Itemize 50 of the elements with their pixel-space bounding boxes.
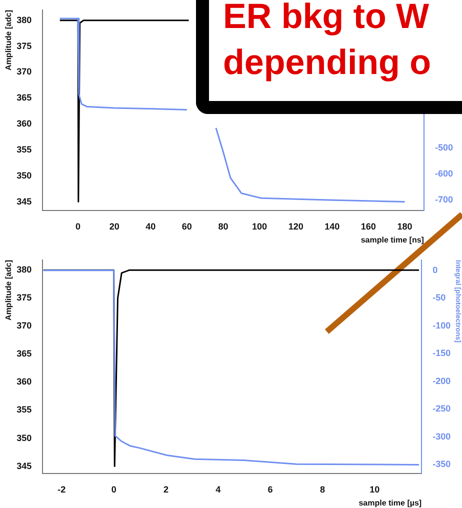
y-tick-label: 365	[16, 348, 32, 359]
x-axis-title: sample time [ns]	[360, 235, 424, 244]
y-axis-title: Amplitude [adc]	[4, 260, 14, 320]
x-tick-label: 40	[146, 221, 156, 232]
annotation: ER bkg to W	[223, 0, 430, 38]
y-tick-label: 370	[16, 320, 32, 331]
y-tick-label: 375	[16, 292, 32, 303]
y2-tick-label: -50	[432, 292, 446, 303]
x-tick-label: 20	[109, 221, 120, 232]
y2-tick-label: -250	[432, 404, 451, 414]
x-tick-label: 0	[76, 221, 81, 232]
x-tick-label: 120	[288, 221, 304, 232]
y-tick-label: 350	[16, 432, 32, 443]
x-tick-label: 8	[320, 484, 325, 494]
y-tick-label: 345	[16, 460, 32, 471]
y-tick-label: 360	[16, 118, 32, 129]
x-axis-title: sample time [µs]	[358, 498, 422, 508]
y-tick-label: 350	[16, 170, 32, 180]
y2-tick-label: -150	[432, 348, 451, 358]
x-tick-label: -2	[58, 484, 66, 494]
y-tick-label: 360	[16, 376, 32, 387]
y2-tick-label: 0	[432, 264, 438, 275]
x-tick-label: 140	[324, 221, 340, 232]
y2-tick-label: -300	[432, 431, 451, 442]
x-tick-label: 80	[218, 221, 228, 232]
x-tick-label: 60	[182, 221, 192, 232]
y-tick-label: 380	[16, 264, 32, 275]
y-tick-label: 365	[16, 92, 32, 103]
y-tick-label: 355	[16, 144, 32, 154]
y2-tick-label: -200	[432, 376, 451, 386]
y2-tick-label: -700	[434, 194, 453, 204]
x-tick-label: 180	[397, 221, 412, 232]
y-tick-label: 355	[16, 404, 32, 415]
annotation: depending o	[223, 42, 432, 84]
y2-tick-label: -100	[432, 320, 451, 330]
x-tick-label: 0	[111, 484, 116, 494]
x-tick-label: 100	[252, 221, 268, 232]
y-tick-label: 375	[16, 40, 32, 51]
y2-tick-label: -600	[434, 168, 453, 179]
y-tick-label: 370	[16, 66, 32, 77]
y-tick-label: 345	[16, 196, 32, 206]
y-tick-label: 380	[16, 14, 32, 25]
y2-tick-label: -500	[434, 142, 453, 153]
x-tick-label: 10	[370, 484, 380, 494]
y2-tick-label: -350	[432, 459, 451, 470]
y-axis-title: Amplitude [adc]	[4, 10, 14, 70]
x-tick-label: 6	[268, 484, 273, 494]
x-tick-label: 2	[163, 484, 168, 494]
x-tick-label: 4	[216, 484, 221, 494]
x-tick-label: 160	[360, 221, 376, 232]
